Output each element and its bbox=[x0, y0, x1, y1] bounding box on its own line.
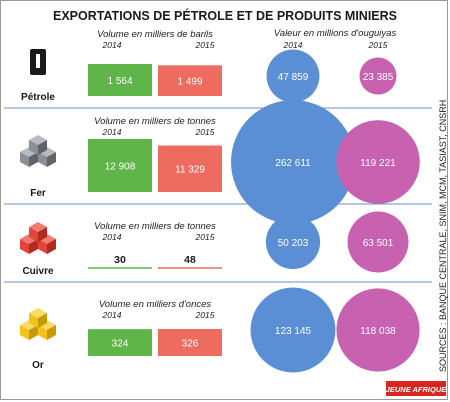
cube-side bbox=[29, 227, 38, 242]
cube-side bbox=[29, 313, 38, 328]
value-label: 123 145 bbox=[275, 326, 312, 337]
value-bubble bbox=[359, 57, 397, 95]
value-bubble bbox=[231, 100, 355, 224]
value-label: 50 203 bbox=[278, 238, 309, 249]
product-label: Cuivre bbox=[22, 266, 54, 277]
volume-value-label: 1 499 bbox=[177, 77, 202, 88]
cube-side bbox=[38, 140, 47, 155]
year-label: 2014 bbox=[102, 40, 122, 50]
value-label: 47 859 bbox=[278, 72, 309, 83]
volume-value-label: 324 bbox=[112, 339, 129, 350]
value-bubble bbox=[347, 211, 409, 273]
volume-value-label: 12 908 bbox=[105, 162, 136, 173]
cube-side bbox=[38, 239, 47, 254]
year-label: 2015 bbox=[195, 310, 215, 320]
value-label: 118 038 bbox=[360, 326, 396, 337]
volume-bar bbox=[158, 65, 222, 96]
cube-side bbox=[47, 325, 56, 340]
volume-bar bbox=[158, 329, 222, 356]
value-bubble bbox=[336, 288, 420, 372]
volume-value-label: 11 329 bbox=[175, 165, 205, 176]
brand-label: JEUNE AFRIQUE bbox=[386, 385, 448, 394]
product-label: Or bbox=[32, 360, 44, 371]
year-label: 2015 bbox=[195, 127, 215, 137]
value-label: 23 385 bbox=[363, 72, 394, 83]
cube-side bbox=[29, 152, 38, 167]
value-bubble bbox=[265, 214, 321, 270]
volume-label: Volume en milliers d'onces bbox=[99, 299, 212, 310]
volume-label: Volume en milliers de tonnes bbox=[94, 221, 216, 232]
cube-side bbox=[38, 227, 47, 242]
volume-bar bbox=[88, 64, 152, 96]
value-year-label: 2014 bbox=[283, 40, 303, 50]
value-bubble bbox=[266, 49, 320, 103]
volume-value-label: 30 bbox=[114, 254, 126, 266]
volume-value-label: 48 bbox=[184, 254, 196, 266]
product-label: Fer bbox=[30, 188, 46, 199]
cube-side bbox=[29, 140, 38, 155]
cube-side bbox=[47, 239, 56, 254]
volume-label: Volume en milliers de tonnes bbox=[94, 116, 216, 127]
cube-side bbox=[38, 313, 47, 328]
cube-side bbox=[29, 325, 38, 340]
volume-bar bbox=[158, 145, 222, 192]
value-bubble bbox=[250, 287, 336, 373]
cube-side bbox=[38, 152, 47, 167]
product-label: Pétrole bbox=[21, 92, 55, 103]
oil-barrel-highlight bbox=[36, 54, 40, 68]
volume-bar bbox=[88, 139, 152, 192]
cube-side bbox=[38, 325, 47, 340]
year-label: 2014 bbox=[102, 232, 122, 242]
year-label: 2015 bbox=[195, 232, 215, 242]
volume-value-label: 1 564 bbox=[107, 76, 132, 87]
volume-label: Volume en milliers de barils bbox=[97, 29, 213, 40]
year-label: 2014 bbox=[102, 127, 122, 137]
cube-side bbox=[20, 152, 29, 167]
value-year-label: 2015 bbox=[368, 40, 388, 50]
value-label: 119 221 bbox=[360, 158, 396, 169]
cube-side bbox=[20, 239, 29, 254]
value-label: 63 501 bbox=[363, 238, 394, 249]
value-header: Valeur en millions d'ouguiyas bbox=[274, 28, 397, 39]
cube-side bbox=[47, 152, 56, 167]
value-label: 262 611 bbox=[275, 158, 311, 169]
cube-side bbox=[20, 325, 29, 340]
year-label: 2015 bbox=[195, 40, 215, 50]
value-bubble bbox=[336, 120, 420, 204]
brand-logo bbox=[386, 381, 446, 396]
cube-side bbox=[29, 239, 38, 254]
year-label: 2014 bbox=[102, 310, 122, 320]
volume-bar bbox=[88, 329, 152, 356]
chart-title: EXPORTATIONS DE PÉTROLE ET DE PRODUITS M… bbox=[53, 8, 397, 23]
sources-note: SOURCES : BANQUE CENTRALE, SNIM, MCM, TA… bbox=[438, 100, 448, 372]
volume-value-label: 326 bbox=[182, 339, 199, 350]
